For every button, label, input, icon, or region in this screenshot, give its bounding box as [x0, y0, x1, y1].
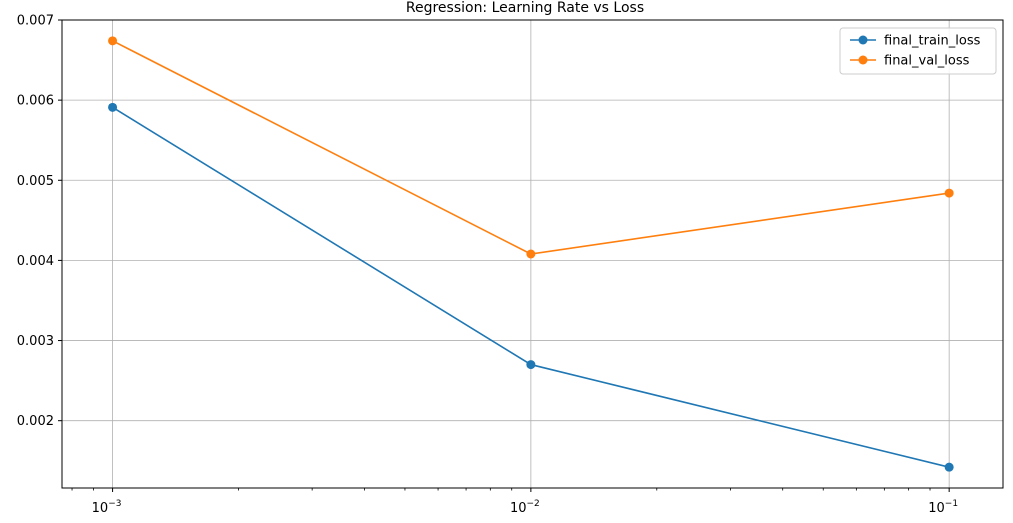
x-tick-label: 10−1 — [928, 499, 958, 516]
data-point-final_train_loss — [526, 360, 536, 370]
y-tick-label: 0.005 — [17, 174, 54, 189]
data-point-final_val_loss — [108, 36, 118, 46]
data-point-final_train_loss — [944, 462, 954, 472]
legend-marker-final_train_loss — [858, 35, 868, 45]
chart-title: Regression: Learning Rate vs Loss — [406, 0, 644, 16]
data-point-final_val_loss — [944, 188, 954, 198]
legend-label-final_train_loss: final_train_loss — [884, 34, 981, 49]
y-tick-label: 0.002 — [17, 414, 54, 429]
x-tick-label: 10−2 — [510, 499, 540, 516]
x-tick-label: 10−3 — [92, 499, 122, 516]
series-layer — [108, 36, 954, 472]
legend: final_train_loss final_val_loss — [839, 27, 997, 75]
y-tick-label: 0.004 — [17, 254, 54, 269]
axes: 0.002 0.003 0.004 0.005 0.006 0.007 10−3 10−2 10… — [17, 14, 1004, 516]
data-point-final_train_loss — [108, 102, 118, 112]
plot-frame — [61, 19, 1004, 489]
legend-label-final_val_loss: final_val_loss — [884, 54, 970, 69]
y-tick-label: 0.003 — [17, 334, 54, 349]
legend-marker-final_val_loss — [858, 55, 868, 65]
y-tick-label: 0.006 — [17, 94, 54, 109]
y-tick-label: 0.007 — [17, 14, 54, 29]
legend-box — [839, 27, 997, 75]
data-point-final_val_loss — [526, 249, 536, 259]
